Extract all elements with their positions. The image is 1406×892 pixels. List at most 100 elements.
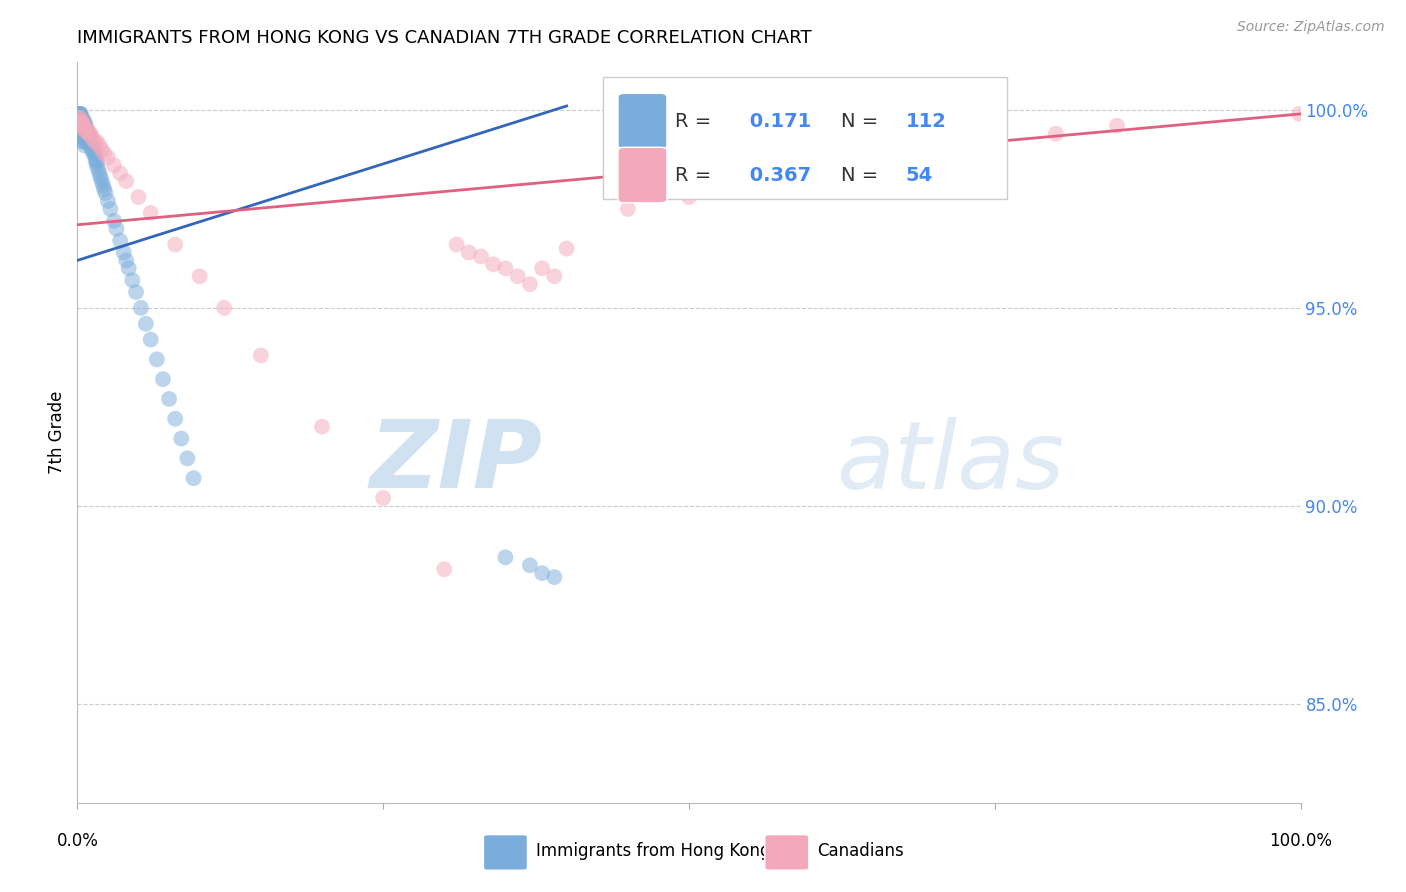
Point (862, 151, 884, 165)
Point (86, 154, 108, 169)
Point (73, 122, 96, 136)
Text: R =: R = (675, 166, 718, 185)
Point (506, 269, 529, 284)
Point (93, 182, 115, 196)
Point (67, 107, 90, 121)
Point (73, 130, 96, 145)
Point (139, 206, 162, 220)
Point (67, 107, 90, 121)
FancyBboxPatch shape (619, 147, 666, 202)
Text: N =: N = (841, 166, 884, 185)
Point (495, 550, 517, 565)
Point (72, 119, 94, 133)
Point (86, 158, 108, 172)
Point (67, 107, 90, 121)
Point (115, 253, 138, 268)
Point (139, 333, 162, 347)
FancyBboxPatch shape (765, 835, 808, 871)
Point (69, 115, 91, 129)
Point (72, 115, 94, 129)
Point (97, 151, 120, 165)
Point (69, 107, 91, 121)
Point (77, 130, 100, 145)
Point (76, 135, 98, 149)
Point (82, 146, 104, 161)
Point (89, 166, 111, 180)
Point (80, 138, 103, 153)
Point (77, 135, 100, 149)
Point (446, 237, 468, 252)
Point (67, 111, 90, 125)
Point (69, 111, 91, 125)
Point (157, 392, 180, 406)
Point (70, 119, 93, 133)
Point (70, 122, 93, 136)
Point (82, 143, 104, 157)
Point (72, 119, 94, 133)
Text: N =: N = (841, 112, 884, 130)
Point (70, 119, 93, 133)
Point (70, 122, 93, 136)
Point (67, 111, 90, 125)
Point (531, 566, 554, 581)
Point (84, 151, 107, 165)
Point (76, 122, 98, 136)
Point (67, 107, 90, 121)
Point (79, 127, 101, 141)
Point (72, 119, 94, 133)
Point (67, 115, 90, 129)
Point (70, 111, 93, 125)
Point (72, 130, 94, 145)
Text: R =: R = (675, 112, 718, 130)
Point (70, 119, 93, 133)
Point (127, 190, 149, 204)
Text: IMMIGRANTS FROM HONG KONG VS CANADIAN 7TH GRADE CORRELATION CHART: IMMIGRANTS FROM HONG KONG VS CANADIAN 7T… (77, 29, 811, 47)
Point (470, 249, 492, 263)
Point (129, 301, 152, 315)
Point (76, 127, 98, 141)
Point (105, 221, 128, 235)
Point (67, 107, 90, 121)
Point (115, 174, 138, 188)
Point (75, 122, 97, 136)
Text: Immigrants from Hong Kong: Immigrants from Hong Kong (536, 842, 770, 860)
Point (90, 174, 112, 188)
Point (1045, 127, 1067, 141)
Text: 54: 54 (905, 166, 932, 185)
Point (79, 135, 101, 149)
Point (94, 186, 117, 200)
Point (740, 174, 762, 188)
Point (73, 119, 96, 133)
Point (176, 451, 198, 466)
Point (91, 178, 114, 193)
Point (531, 261, 554, 276)
Point (1107, 119, 1129, 133)
Text: Source: ZipAtlas.com: Source: ZipAtlas.com (1237, 20, 1385, 34)
Point (90, 143, 112, 157)
Point (70, 111, 93, 125)
Point (80, 127, 103, 141)
Point (70, 111, 93, 125)
Point (371, 491, 394, 505)
Point (72, 122, 94, 136)
Point (250, 348, 273, 362)
Point (69, 122, 91, 136)
Point (76, 122, 98, 136)
Point (70, 127, 93, 141)
Y-axis label: 7th Grade: 7th Grade (48, 391, 66, 475)
Point (98, 202, 121, 216)
Point (70, 115, 93, 129)
Point (83, 146, 105, 161)
Point (135, 317, 157, 331)
Point (75, 122, 97, 136)
Point (112, 245, 135, 260)
Point (543, 570, 565, 584)
Point (70, 119, 93, 133)
Point (482, 257, 505, 271)
Point (72, 127, 94, 141)
Point (103, 158, 125, 172)
FancyBboxPatch shape (619, 94, 666, 149)
Point (77, 127, 100, 141)
Point (80, 130, 103, 145)
Point (83, 135, 105, 149)
